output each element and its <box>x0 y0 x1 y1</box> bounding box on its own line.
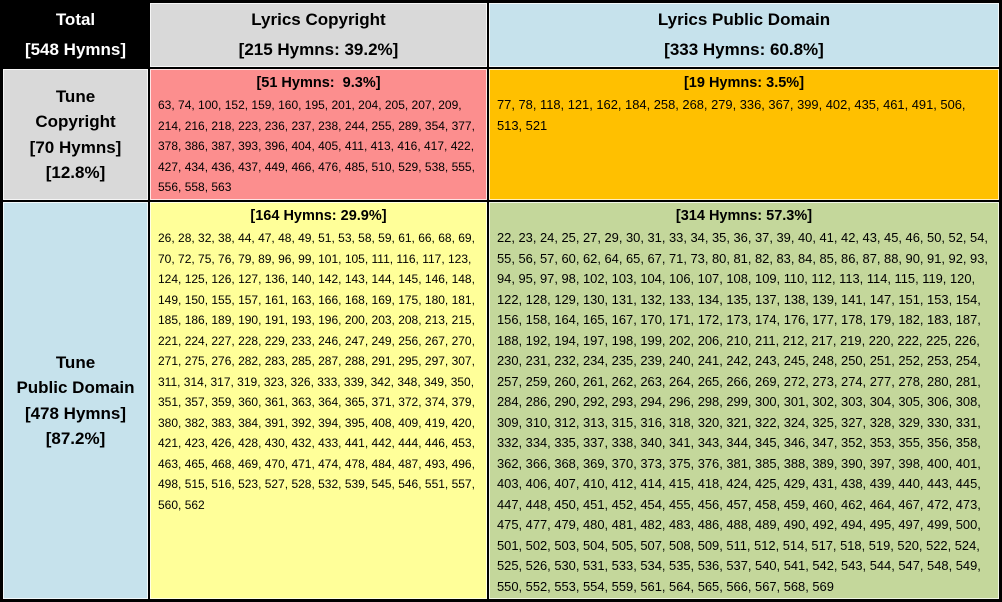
tune-copyright-lyrics-public-domain-hymn-list: 77, 78, 118, 121, 162, 184, 258, 268, 27… <box>497 97 966 133</box>
tune-copyright-lyrics-public-domain-cell: [19 Hymns: 3.5%] 77, 78, 118, 121, 162, … <box>489 69 999 200</box>
tune-copyright-lyrics-public-domain-count: [19 Hymns: 3.5%] <box>683 75 805 91</box>
tune-public-domain-lyrics-public-domain-hymn-list: 22, 23, 24, 25, 27, 29, 30, 31, 33, 34, … <box>497 230 988 594</box>
tune-public-domain-lyrics-copyright-hymn-list: 26, 28, 32, 38, 44, 47, 48, 49, 51, 53, … <box>158 231 475 512</box>
tune-public-domain-lyrics-copyright-count: [164 Hymns: 29.9%] <box>250 208 387 224</box>
tune-copyright-lyrics-copyright-count: [51 Hymns: 9.3%] <box>256 75 381 91</box>
tune-copyright-lyrics-copyright-cell: [51 Hymns: 9.3%] 63, 74, 100, 152, 159, … <box>150 69 487 200</box>
tune-public-domain-label-line3: [478 Hymns] <box>24 403 127 423</box>
tune-public-domain-row-label-cell: Tune Public Domain [478 Hymns] [87.2%] <box>3 202 148 599</box>
total-count: [548 Hymns] <box>24 40 127 59</box>
lyrics-public-domain-title: Lyrics Public Domain <box>657 9 831 29</box>
tune-public-domain-lyrics-copyright-cell: [164 Hymns: 29.9%] 26, 28, 32, 38, 44, 4… <box>150 202 487 599</box>
tune-copyright-label-line3: [70 Hymns] <box>29 137 122 157</box>
tune-public-domain-lyrics-public-domain-count: [314 Hymns: 57.3%] <box>675 208 813 224</box>
tune-copyright-label-line4: [12.8%] <box>45 163 106 182</box>
total-header-cell: Total [548 Hymns] <box>3 3 148 67</box>
lyrics-public-domain-count: [333 Hymns: 60.8%] <box>664 40 824 59</box>
lyrics-public-domain-header-cell: Lyrics Public Domain [333 Hymns: 60.8%] <box>489 3 999 67</box>
lyrics-copyright-count: [215 Hymns: 39.2%] <box>238 40 399 59</box>
tune-copyright-row-label-cell: Tune Copyright [70 Hymns] [12.8%] <box>3 69 148 200</box>
tune-public-domain-lyrics-public-domain-cell: [314 Hymns: 57.3%] 22, 23, 24, 25, 27, 2… <box>489 202 999 599</box>
tune-copyright-lyrics-copyright-hymn-list: 63, 74, 100, 152, 159, 160, 195, 201, 20… <box>158 98 475 194</box>
lyrics-copyright-header-cell: Lyrics Copyright [215 Hymns: 39.2%] <box>150 3 487 67</box>
tune-public-domain-label-line4: [87.2%] <box>45 429 106 448</box>
lyrics-copyright-title: Lyrics Copyright <box>251 9 386 29</box>
tune-copyright-label-line2: Copyright <box>35 112 116 131</box>
tune-public-domain-label-line2: Public Domain <box>16 378 135 397</box>
tune-copyright-label-line1: Tune <box>55 86 96 106</box>
total-title: Total <box>55 9 96 29</box>
tune-public-domain-label-line1: Tune <box>55 352 96 372</box>
